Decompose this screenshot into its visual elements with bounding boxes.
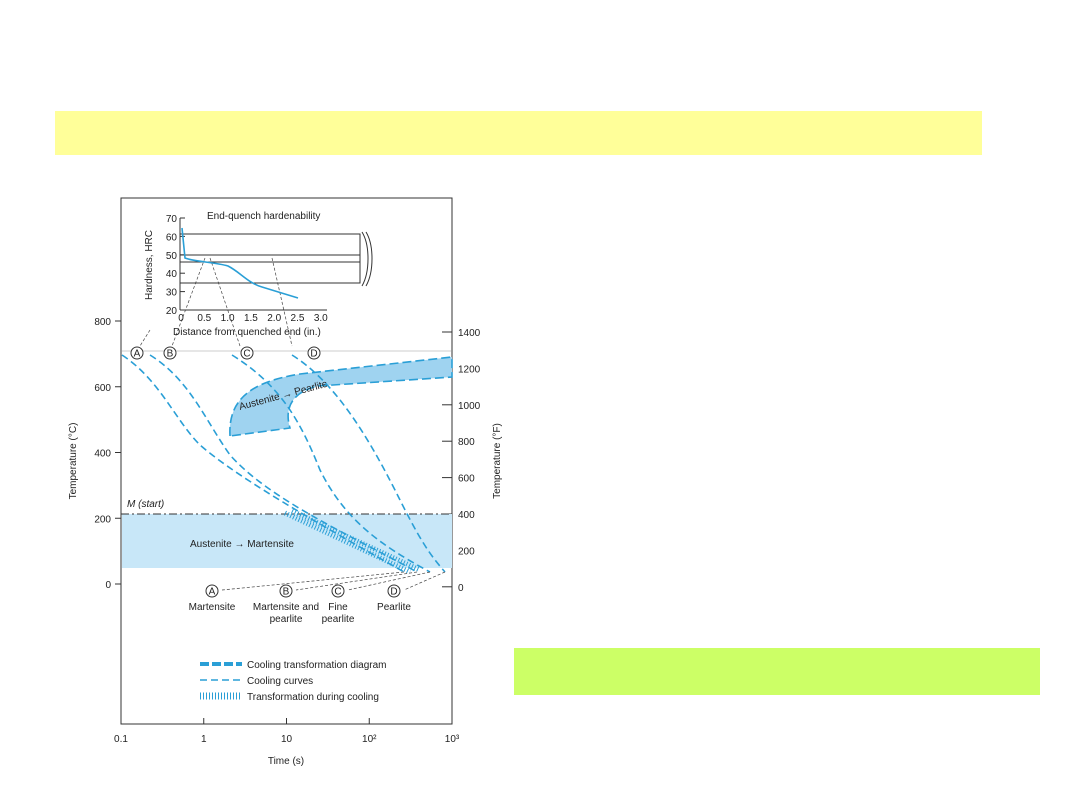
specimen-bar [180,231,373,287]
product-label: Pearlite [377,602,411,613]
y2-tick-label: 200 [458,546,475,557]
inset-x-tick-label: 0.5 [197,313,211,324]
cooling-curve [291,354,446,573]
curve-marker [130,346,144,360]
curve-label: B [283,587,290,598]
y2-tick-label: 1400 [458,328,481,339]
inset-y-tick-label: 40 [166,269,178,280]
inset-y-label: Hardness, HRC [144,230,155,300]
product-label: pearlite [322,614,355,625]
legend-label: Cooling curves [247,676,313,687]
curve-label: D [310,349,317,360]
y-tick-label: 0 [105,580,111,591]
inset-x-tick-label: 2.5 [291,313,305,324]
martensite-band [122,514,452,568]
region-label: Austenite → Martensite [190,539,294,550]
product-label: Martensite and [253,602,319,613]
x-tick-label: 10³ [445,734,460,745]
hardness-curve [181,227,299,299]
product-label: Fine [328,602,348,613]
curve-label: C [243,349,250,360]
curve-marker [387,584,401,598]
curve-marker [279,584,293,598]
inset-y-tick-label: 70 [166,214,178,225]
y-tick-label: 400 [94,449,111,460]
x-tick-label: 1 [201,734,207,745]
inset-x-tick-label: 3.0 [314,313,328,324]
inset-x-tick-label: 0 [178,313,184,324]
note-bar [514,648,1040,695]
y2-tick-label: 1000 [458,401,481,412]
x-tick-label: 0.1 [114,734,128,745]
x-tick-label: 10² [362,734,377,745]
curve-marker [205,584,219,598]
legend-label: Transformation during cooling [247,692,379,703]
y2-tick-label: 0 [458,583,464,594]
leader-lines [139,257,446,591]
curve-label: D [390,587,397,598]
curve-label: C [334,587,341,598]
cooling-curve [121,354,405,573]
transformation-hatch [283,508,422,575]
inset-y-tick-label: 20 [166,306,178,317]
y2-axis-label: Temperature (°F) [492,423,503,499]
product-label: Martensite [189,602,236,613]
title-bar [55,111,982,155]
inset-x-tick-label: 1.0 [221,313,235,324]
curve-label: A [134,349,141,360]
y-tick-label: 200 [94,514,111,525]
curve-label: B [167,349,174,360]
product-label: pearlite [270,614,303,625]
curve-marker [163,346,177,360]
inset-x-tick-label: 1.5 [244,313,258,324]
cooling-curve [231,354,431,573]
pearlite-region [229,356,453,437]
inset-y-tick-label: 50 [166,251,178,262]
y2-tick-label: 800 [458,437,475,448]
inset-y-tick-label: 60 [166,232,178,243]
y-axis-label: Temperature (°C) [68,423,79,500]
y2-tick-label: 600 [458,474,475,485]
y-tick-label: 600 [94,383,111,394]
y2-tick-label: 400 [458,510,475,521]
m-start-label: M (start) [127,499,164,510]
curve-label: A [209,587,216,598]
cooling-curve [149,354,418,573]
y2-tick-label: 1200 [458,364,481,375]
inset-x-label: Distance from quenched end (in.) [173,327,321,338]
x-axis-label: Time (s) [268,756,304,767]
inset-title: End-quench hardenability [207,211,320,222]
inset-x-tick-label: 2.0 [267,313,281,324]
curve-marker [240,346,254,360]
inset-y-tick-label: 30 [166,288,178,299]
y-tick-label: 800 [94,317,111,328]
curve-marker [331,584,345,598]
curve-marker [307,346,321,360]
legend-label: Cooling transformation diagram [247,660,387,671]
x-tick-label: 10 [281,734,293,745]
